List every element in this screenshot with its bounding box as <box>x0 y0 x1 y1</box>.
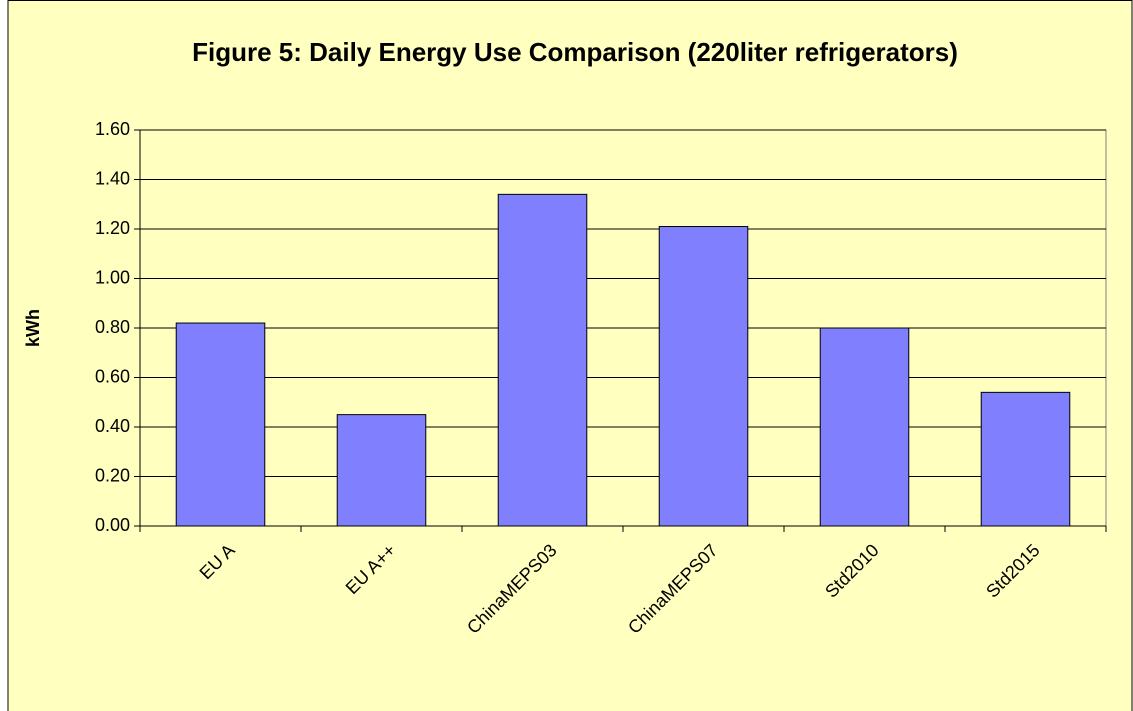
bar <box>497 193 588 527</box>
bar <box>175 322 266 527</box>
y-tick-label: 1.40 <box>95 168 130 188</box>
bar <box>819 327 910 527</box>
y-tick-label: 1.00 <box>95 267 130 287</box>
bar <box>658 226 749 527</box>
bar <box>980 391 1071 527</box>
y-tick-label: 0.00 <box>95 515 130 535</box>
y-tick-label: 1.60 <box>95 119 130 139</box>
y-tick-label: 1.20 <box>95 218 130 238</box>
bar <box>336 414 427 527</box>
chart-title: Figure 5: Daily Energy Use Comparison (2… <box>192 37 958 67</box>
y-tick-label: 0.20 <box>95 465 130 485</box>
y-tick-label: 0.40 <box>95 416 130 436</box>
y-tick-label: 0.60 <box>95 366 130 386</box>
y-tick-label: 0.80 <box>95 317 130 337</box>
y-axis-label: kWh <box>23 309 43 347</box>
